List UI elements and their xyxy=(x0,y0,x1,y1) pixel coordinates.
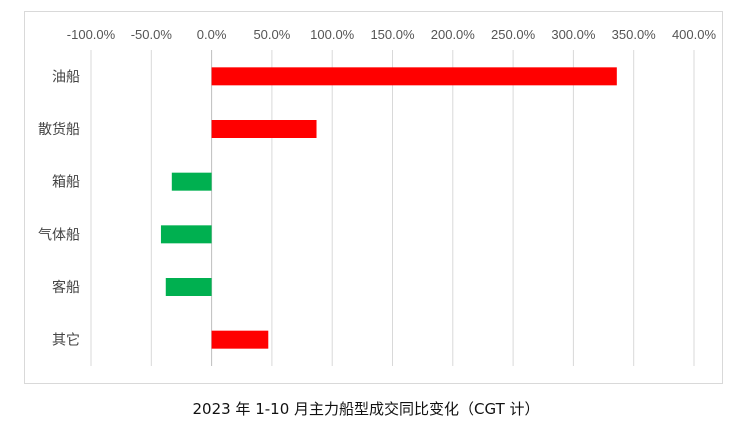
x-tick-label: 400.0% xyxy=(672,27,717,42)
x-tick-label: -100.0% xyxy=(67,27,116,42)
x-tick-label: 100.0% xyxy=(310,27,355,42)
bar xyxy=(165,278,212,296)
category-label: 散货船 xyxy=(38,121,80,138)
gridlines xyxy=(90,50,695,366)
chart-title: 2023 年 1-10 月主力船型成交同比变化（CGT 计） xyxy=(192,400,540,418)
bars xyxy=(160,67,617,349)
x-tick-label: 200.0% xyxy=(431,27,476,42)
bar xyxy=(211,330,269,349)
x-tick-label: -50.0% xyxy=(131,27,173,42)
bar xyxy=(160,225,212,244)
bar xyxy=(211,120,317,138)
x-tick-label: 350.0% xyxy=(612,27,657,42)
x-tick-label: 0.0% xyxy=(197,27,227,42)
category-label: 箱船 xyxy=(52,175,80,191)
x-tick-labels: -100.0% -50.0% 0.0% 50.0% 100.0% 150.0% 200.0%… xyxy=(67,27,717,42)
category-label: 其它 xyxy=(52,332,80,349)
x-tick-label: 150.0% xyxy=(370,27,415,42)
x-tick-label: 300.0% xyxy=(551,27,596,42)
bar xyxy=(211,67,617,86)
category-label: 油船 xyxy=(52,69,80,85)
category-label: 气体船 xyxy=(38,227,80,243)
x-tick-label: 50.0% xyxy=(253,27,290,42)
x-tick-label: 250.0% xyxy=(491,27,536,42)
category-label: 客船 xyxy=(52,279,80,296)
bar-chart: -100.0% -50.0% 0.0% 50.0% 100.0% 150.0% 200.0%… xyxy=(38,27,717,366)
bar xyxy=(171,172,212,191)
